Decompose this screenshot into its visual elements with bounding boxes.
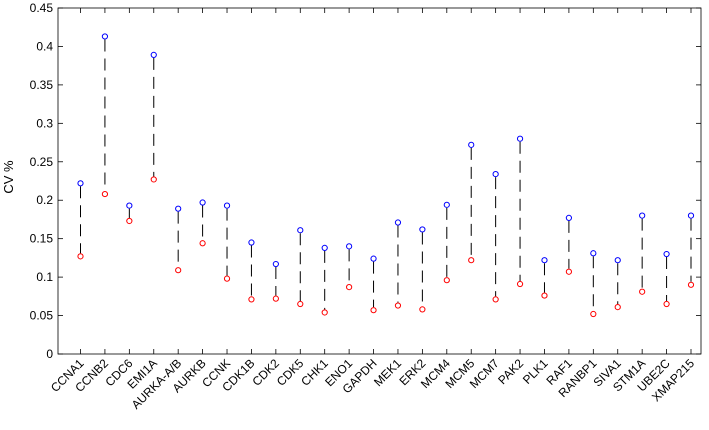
tick-labels: 00.050.10.150.20.250.30.350.40.45CCNA1CC… [30,1,698,412]
series-2-point [541,292,548,299]
y-tick-label: 0.35 [30,78,54,92]
series-1-point [394,219,402,226]
series-2-point [370,307,377,314]
y-tick-label: 0.2 [36,193,53,207]
series-2-point [101,190,109,198]
series-2-point [77,253,84,260]
series-2-point [223,275,231,282]
series-2-point [590,310,597,318]
series-1-point [370,255,377,262]
y-tick-label: 0 [46,347,53,361]
series-2-point [468,257,475,264]
series-1-point [492,170,499,178]
y-tick-label: 0.45 [30,1,54,15]
series-1-point [223,202,231,209]
series-2-point [199,240,206,247]
series-2-point [272,295,279,302]
series-2-point [492,296,499,303]
series-1-point [516,135,524,142]
series-2-point [321,309,328,316]
series-2-point [346,284,353,291]
y-tick-label: 0.25 [30,155,54,169]
series-1-point [565,214,573,222]
series-2-point [687,281,695,288]
series-2-point [565,268,573,275]
series-1-point [248,239,255,246]
x-tick-label: PAK2 [495,356,526,387]
series-1-point [77,180,84,187]
series-2-point [248,296,255,303]
series-1-point [175,205,182,212]
series-2-point [150,176,157,183]
plot-frame [57,7,702,355]
x-tick-label: MEK1 [371,356,404,389]
series-2-point [663,300,670,308]
series-1-point [199,199,206,206]
series-1-point [272,260,279,268]
series-1-point [150,51,157,59]
y-tick-label: 0.15 [30,232,54,246]
series-1-point [541,257,548,264]
series-1-point [687,212,695,219]
y-tick-label: 0.05 [30,309,54,323]
series-1-point [639,212,646,219]
series-2-point [516,280,524,288]
series-1-point [346,243,353,250]
series-2-point [126,217,133,225]
series-2-point [639,288,646,295]
series-1-point [297,227,304,234]
x-tick-label: CDK2 [249,356,282,389]
series-2-point [614,303,621,311]
series-1-point [321,244,328,251]
series-1-point [443,201,450,208]
series-1-point [468,141,475,148]
connectors [80,39,692,312]
y-tick-label: 0.4 [36,39,53,53]
series-1-point [126,202,133,209]
y-tick-label: 0.3 [36,116,53,130]
series-2-point [419,306,426,313]
series-1-point [614,257,621,264]
series-1-point [419,226,426,233]
y-axis-title: CV % [1,160,16,194]
y-tick-label: 0.1 [36,270,53,284]
series-2-point [297,300,304,308]
series-1-point [590,250,597,257]
series-2-point [175,267,182,274]
series-1-point [663,250,670,258]
data-markers [77,33,695,318]
axes [57,7,702,355]
x-tick-label: CDK5 [274,356,307,389]
series-2-point [394,302,402,309]
x-tick-label: PLK1 [520,356,551,387]
series-2-point [443,277,450,284]
series-1-point [101,33,109,40]
